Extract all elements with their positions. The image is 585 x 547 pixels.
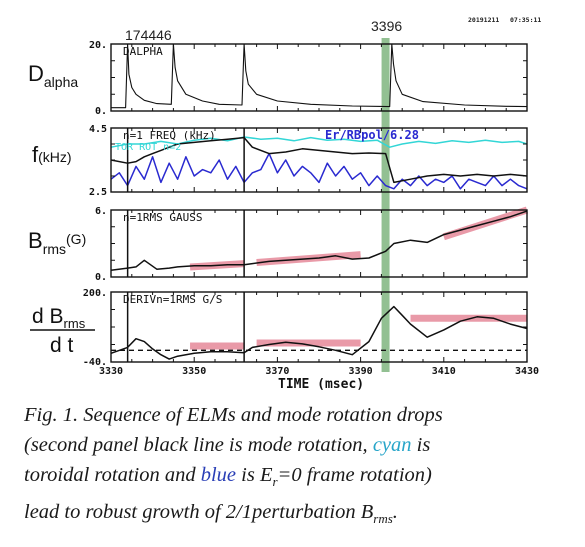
figure-caption: Fig. 1. Sequence of ELMs and mode rotati… [24, 400, 574, 534]
ylabel-dalpha-main: D [28, 61, 44, 86]
ylabel-deriv-num-sub: rms [64, 316, 86, 331]
shot-number: 174446 [125, 27, 172, 43]
caption-line-3b: is E [236, 464, 273, 486]
caption-line-3a: toroidal rotation and [24, 464, 201, 486]
ylabel-brms-sub: rms [43, 241, 66, 257]
plot-date: 20191211 [468, 16, 499, 24]
caption-line-4a: lead to robust growth of 2/1perturbation… [24, 501, 374, 524]
panels-layer: 20. 0. DALPHA 4.5 2.5 n=1 FREQ (kHz)TOR ROT n… [83, 40, 539, 377]
caption-blue-word: blue [200, 464, 237, 486]
marker-band [381, 38, 390, 372]
figure-chart: 174446 20191211 07:35:11 3396 20. 0. DALPH… [28, 16, 541, 392]
caption-line-4b: . [392, 501, 398, 524]
marker-band-layer [381, 38, 390, 372]
caption-line-3: toroidal rotation and blue is Er=0 frame… [24, 460, 574, 497]
xtick-label: 3410 [432, 366, 456, 377]
caption-cyan-word: cyan [372, 434, 412, 456]
ylabel-dalpha-sub: alpha [44, 74, 78, 90]
caption-line-1: Fig. 1. Sequence of ELMs and mode rotati… [24, 404, 443, 426]
panel-title: n=1RMS GAUSS [123, 211, 202, 224]
ylabel-deriv-num: d B [32, 305, 64, 328]
legend-cyan-label: TOR ROT n=2 [115, 142, 181, 153]
ylabel-brms-main: B [28, 228, 43, 253]
ytick-bottom-label: 0. [95, 272, 107, 283]
ytick-top-label: 6. [95, 206, 107, 217]
panel-dalpha: 20. 0. DALPHA [89, 40, 528, 117]
xtick-label: 3390 [349, 366, 373, 377]
ytick-top-label: 4.5 [89, 124, 107, 135]
series-line [110, 305, 528, 360]
caption-line-2b: is [411, 434, 431, 456]
ylabel-freq: f(kHz) [32, 142, 72, 167]
svg-text:d Brms: d Brms [32, 305, 86, 331]
ylabel-brms: Brms(G) [28, 228, 86, 257]
svg-text:Brms(G): Brms(G) [28, 228, 86, 257]
caption-line-4: lead to robust growth of 2/1perturbation… [24, 497, 574, 534]
panel-title: n=1 FREQ (kHz) [123, 129, 216, 142]
caption-line-2: (second panel black line is mode rotatio… [24, 430, 574, 460]
plot-clock: 07:35:11 [510, 16, 541, 24]
xtick-label: 3350 [182, 366, 206, 377]
panel-freq: 4.5 2.5 n=1 FREQ (kHz)TOR ROT n=2 Er/RBpol/… [89, 124, 528, 198]
ylabel-dalpha: Dalpha [28, 61, 78, 90]
ytick-bottom-label: -40. [83, 357, 107, 368]
series-line [110, 210, 528, 272]
series-line [111, 43, 528, 109]
xaxis-label: TIME (msec) [278, 377, 364, 392]
ylabel-deriv-den: d t [50, 334, 74, 357]
svg-text:f(kHz): f(kHz) [32, 142, 72, 167]
panel-title: DERIVn=1RMS G/S [123, 293, 222, 306]
marker-time-label: 3396 [371, 18, 402, 34]
svg-text:Dalpha: Dalpha [28, 61, 78, 90]
xtick-label: 3330 [99, 366, 123, 377]
panel-title: DALPHA [123, 45, 163, 58]
ytick-bottom-label: 0. [95, 106, 107, 117]
panel-brms: 6. 0. n=1RMS GAUSS [95, 206, 529, 283]
series-line [110, 152, 528, 190]
series-line [110, 136, 528, 184]
legend-blue-label: Er/RBpol/6.28 [325, 128, 419, 142]
ytick-top-label: 200. [83, 288, 107, 299]
caption-line-3c: =0 frame rotation) [277, 464, 432, 486]
ylabel-freq-main: f [32, 142, 39, 167]
caption-er-sub: r [272, 474, 278, 490]
xtick-label: 3370 [265, 366, 289, 377]
ylabel-brms-unit: (G) [66, 231, 86, 247]
ylabel-deriv: d Brms d t [30, 305, 95, 357]
ylabel-freq-unit: (kHz) [38, 149, 71, 165]
panel-deriv: 200. -40. DERIVn=1RMS G/S [83, 288, 528, 368]
ytick-top-label: 20. [89, 40, 107, 51]
caption-line-2a: (second panel black line is mode rotatio… [24, 434, 373, 456]
ytick-bottom-label: 2.5 [89, 187, 107, 198]
caption-brms-sub: rms [373, 511, 393, 527]
xtick-label: 3430 [515, 366, 539, 377]
